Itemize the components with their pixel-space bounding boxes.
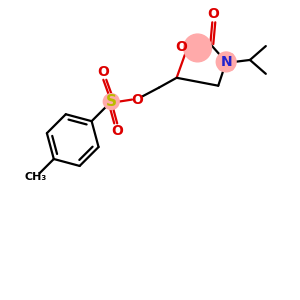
Circle shape <box>216 52 236 72</box>
Circle shape <box>184 34 212 62</box>
Text: CH₃: CH₃ <box>25 172 47 182</box>
Circle shape <box>103 94 119 109</box>
Text: O: O <box>207 8 219 21</box>
Text: O: O <box>98 65 109 79</box>
Text: O: O <box>131 93 143 106</box>
Text: O: O <box>111 124 123 138</box>
Text: S: S <box>106 94 117 109</box>
Text: N: N <box>220 55 232 69</box>
Text: O: O <box>176 40 188 54</box>
